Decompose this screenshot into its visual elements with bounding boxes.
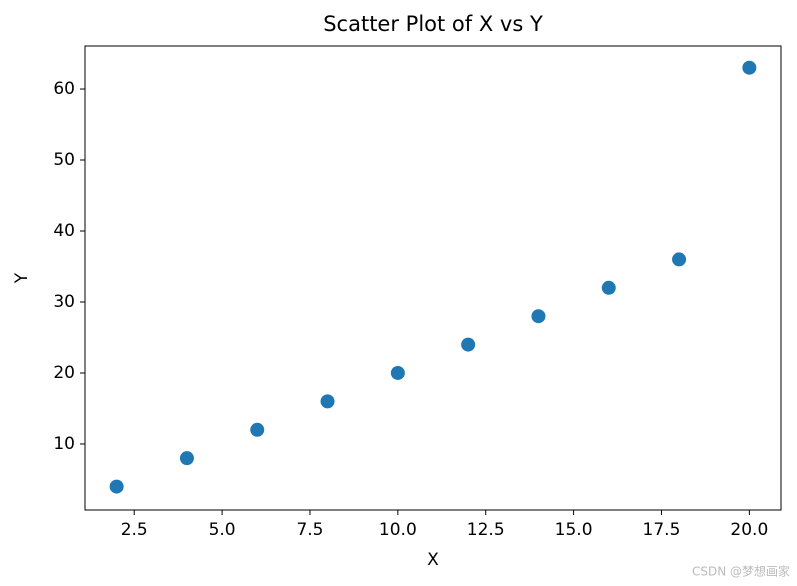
point (742, 60, 757, 75)
point (250, 422, 265, 437)
y-tick-label: 50 (53, 150, 75, 170)
y-tick-label: 20 (53, 363, 75, 383)
point (672, 252, 687, 267)
y-tick-label: 60 (53, 79, 75, 99)
x-tick-label: 12.5 (467, 520, 505, 540)
y-tick-label: 40 (53, 221, 75, 241)
x-tick-label: 5.0 (209, 520, 236, 540)
x-tick-label: 10.0 (379, 520, 417, 540)
point (390, 365, 405, 380)
point (531, 309, 546, 324)
point (320, 394, 335, 409)
point (179, 451, 194, 466)
x-tick-label: 7.5 (296, 520, 323, 540)
y-tick-label: 10 (53, 434, 75, 454)
point (461, 337, 476, 352)
x-tick-label: 2.5 (121, 520, 148, 540)
x-tick-label: 15.0 (555, 520, 593, 540)
point (601, 280, 616, 295)
y-tick-label: 30 (53, 292, 75, 312)
x-tick-label: 20.0 (730, 520, 768, 540)
x-axis-label: X (427, 550, 439, 570)
point (109, 479, 124, 494)
y-axis-label: Y (12, 272, 32, 284)
plot-frame (84, 45, 782, 511)
watermark: CSDN @梦想画家 (692, 564, 790, 579)
x-tick-label: 17.5 (643, 520, 681, 540)
chart-title: Scatter Plot of X vs Y (323, 12, 543, 36)
